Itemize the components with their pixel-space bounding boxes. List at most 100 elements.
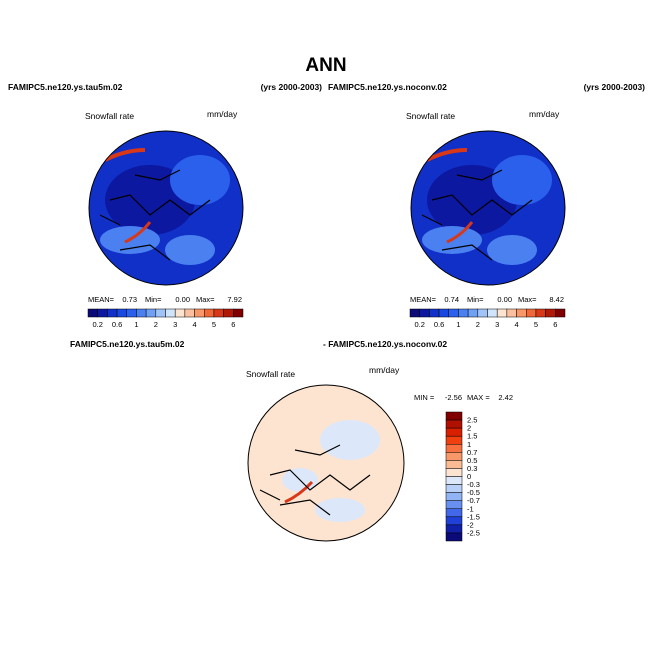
stat-label: MAX = — [467, 393, 490, 402]
colorbar-box — [223, 308, 234, 318]
colorbar-box — [445, 500, 463, 509]
stat-label: MEAN= — [88, 295, 115, 304]
colorbar-label: 4 — [192, 320, 196, 329]
stat-label: Max= — [196, 295, 215, 304]
case-name: FAMIPC5.ne120.ys.noconv.02 — [328, 82, 447, 92]
map — [411, 131, 565, 285]
colorbar-label: 0 — [467, 472, 471, 481]
map-border — [410, 130, 566, 286]
colorbar-box — [107, 308, 118, 318]
colorbar-label: 2 — [467, 424, 471, 433]
colorbar-label: 0.3 — [467, 464, 477, 473]
colorbar-box — [445, 516, 463, 526]
colorbar-label: -0.3 — [467, 480, 480, 489]
colorbar-label: -2 — [467, 520, 474, 529]
colorbar-box — [477, 308, 488, 318]
colorbar-box — [445, 427, 463, 437]
colorbar-label: 6 — [231, 320, 235, 329]
colorbar-label: 1.5 — [467, 432, 477, 441]
colorbar-label: 5 — [212, 320, 216, 329]
map — [248, 385, 404, 541]
stat-value: 0.73 — [122, 295, 137, 304]
colorbar-label: 0.6 — [434, 320, 444, 329]
colorbar-box — [445, 452, 463, 461]
colorbar-label: 2 — [154, 320, 158, 329]
colorbar-label: 3 — [173, 320, 177, 329]
colorbar-label: 2 — [476, 320, 480, 329]
stat-label: MIN = — [414, 393, 435, 402]
colorbar-label: 0.7 — [467, 448, 477, 457]
years: (yrs 2000-2003) — [261, 82, 323, 92]
map-border — [88, 130, 244, 286]
colorbar-box — [97, 308, 108, 318]
case-name: FAMIPC5.ne120.ys.tau5m.02 — [8, 82, 123, 92]
colorbar-box — [213, 308, 224, 318]
colorbar-label: -0.7 — [467, 496, 480, 505]
colorbar-box — [145, 308, 157, 318]
colorbar-label: 0.6 — [112, 320, 122, 329]
colorbar-label: 5 — [534, 320, 538, 329]
colorbar-box — [445, 444, 463, 453]
colorbar-box — [87, 308, 98, 318]
variable: Snowfall rate — [406, 111, 455, 121]
colorbar-box — [445, 435, 463, 445]
stat-value: -2.56 — [445, 393, 462, 402]
stat-value: 2.42 — [498, 393, 513, 402]
colorbar-box — [526, 308, 537, 318]
colorbar-box — [535, 308, 546, 318]
colorbar-box — [419, 308, 430, 318]
units: mm/day — [369, 365, 400, 375]
case-name: FAMIPC5.ne120.ys.tau5m.02 — [70, 339, 185, 349]
colorbar-box — [445, 532, 463, 542]
colorbar-label: 1 — [456, 320, 460, 329]
colorbar-box — [445, 524, 463, 534]
colorbar-box — [458, 308, 469, 318]
colorbar-box — [445, 492, 463, 501]
units: mm/day — [207, 109, 238, 119]
stat-value: 8.42 — [549, 295, 564, 304]
colorbar-box — [445, 460, 463, 469]
colorbar-box — [233, 308, 244, 318]
colorbar-box — [467, 308, 479, 318]
colorbar-box — [409, 308, 420, 318]
stat-value: 0.74 — [444, 295, 459, 304]
colorbar-label: 4 — [514, 320, 518, 329]
stat-label: MEAN= — [410, 295, 437, 304]
colorbar-label: 0.2 — [92, 320, 102, 329]
colorbar-box — [445, 468, 463, 477]
colorbar-box — [204, 308, 215, 318]
years: (yrs 2000-2003) — [584, 82, 646, 92]
colorbar-box — [429, 308, 440, 318]
colorbar-label: 0.5 — [467, 456, 477, 465]
stat-value: 0.00 — [497, 295, 512, 304]
stat-value: 0.00 — [175, 295, 190, 304]
case-name: - FAMIPC5.ne120.ys.noconv.02 — [323, 339, 447, 349]
colorbar-label: -1 — [467, 504, 474, 513]
stat-label: Max= — [518, 295, 537, 304]
title: ANN — [305, 55, 346, 76]
colorbar-box — [445, 419, 463, 429]
stat-label: Min= — [467, 295, 484, 304]
colorbar-box — [545, 308, 556, 318]
map-border — [247, 384, 405, 542]
colorbar-box — [438, 308, 449, 318]
variable: Snowfall rate — [85, 111, 134, 121]
colorbar-box — [184, 308, 195, 318]
colorbar-box — [487, 308, 498, 318]
colorbar-label: 1 — [134, 320, 138, 329]
colorbar-box — [445, 476, 463, 485]
colorbar-box — [445, 411, 463, 421]
colorbar-label: -1.5 — [467, 512, 480, 521]
map — [89, 131, 243, 285]
colorbar-label: 0.2 — [414, 320, 424, 329]
colorbar-label: 6 — [553, 320, 557, 329]
colorbar-box — [555, 308, 566, 318]
stat-label: Min= — [145, 295, 162, 304]
colorbar-label: -2.5 — [467, 528, 480, 537]
colorbar-box — [165, 308, 176, 318]
colorbar-box — [448, 308, 459, 318]
colorbar-box — [174, 308, 186, 318]
colorbar-label: -0.5 — [467, 488, 480, 497]
